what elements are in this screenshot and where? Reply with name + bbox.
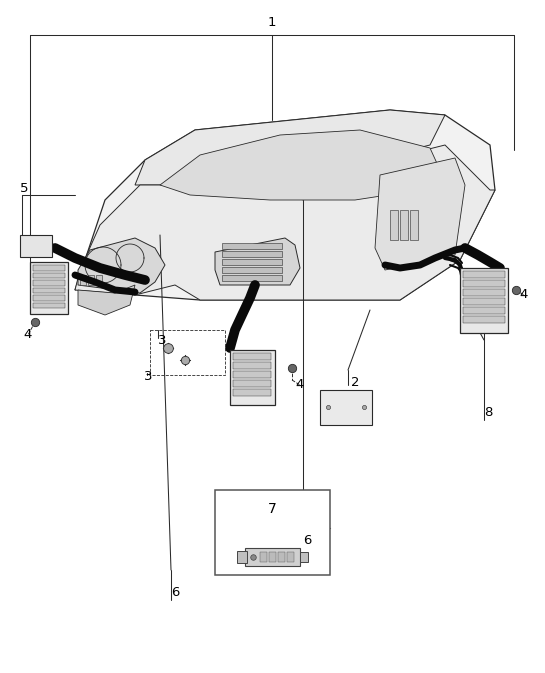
Bar — [233, 371, 271, 378]
Bar — [320, 390, 372, 425]
Text: 6: 6 — [171, 586, 179, 598]
Bar — [33, 287, 65, 293]
Bar — [287, 552, 294, 562]
Text: 6: 6 — [303, 534, 311, 546]
Bar — [222, 243, 282, 249]
Polygon shape — [75, 110, 495, 300]
Bar — [463, 280, 505, 287]
Bar — [33, 265, 65, 271]
Bar — [463, 289, 505, 296]
Bar — [215, 490, 330, 575]
Bar — [88, 275, 94, 285]
Bar — [222, 251, 282, 257]
Bar — [233, 389, 271, 396]
Bar — [269, 552, 276, 562]
Bar — [463, 307, 505, 314]
Text: 2: 2 — [351, 376, 359, 388]
Bar — [233, 380, 271, 387]
Bar — [278, 552, 285, 562]
Text: 8: 8 — [484, 406, 492, 419]
Bar — [222, 275, 282, 281]
Bar — [463, 298, 505, 305]
Polygon shape — [78, 238, 165, 293]
Bar — [460, 268, 508, 333]
Bar — [222, 259, 282, 265]
Text: 4: 4 — [520, 289, 528, 302]
Bar — [230, 350, 275, 405]
Bar — [222, 267, 282, 273]
Bar — [300, 552, 308, 562]
Text: 4: 4 — [24, 328, 32, 341]
Text: 3: 3 — [144, 371, 152, 384]
Text: 7: 7 — [268, 502, 277, 516]
Text: 1: 1 — [268, 15, 276, 28]
Text: 4: 4 — [296, 378, 304, 392]
Bar — [33, 273, 65, 278]
Bar — [245, 548, 300, 566]
Bar — [80, 275, 86, 285]
Bar — [463, 271, 505, 278]
Bar — [390, 210, 398, 240]
Bar — [33, 302, 65, 308]
Polygon shape — [160, 130, 440, 200]
Bar — [96, 275, 102, 285]
Bar — [20, 235, 52, 257]
Polygon shape — [135, 110, 445, 185]
Polygon shape — [75, 145, 495, 300]
Bar — [150, 330, 225, 375]
Bar — [410, 210, 418, 240]
Polygon shape — [215, 238, 300, 285]
Bar — [30, 262, 68, 314]
Bar — [237, 551, 247, 563]
Polygon shape — [375, 158, 465, 270]
Polygon shape — [78, 285, 135, 315]
Bar — [33, 280, 65, 285]
Bar — [260, 552, 267, 562]
Bar — [400, 210, 408, 240]
Text: 5: 5 — [20, 182, 28, 194]
Bar — [233, 353, 271, 360]
Bar — [463, 316, 505, 323]
Bar — [33, 295, 65, 301]
Bar — [233, 362, 271, 369]
Text: 3: 3 — [158, 334, 166, 347]
